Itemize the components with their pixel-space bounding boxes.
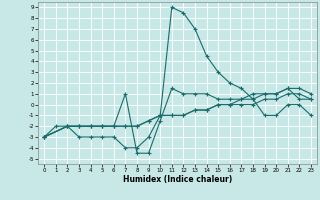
X-axis label: Humidex (Indice chaleur): Humidex (Indice chaleur) [123, 175, 232, 184]
